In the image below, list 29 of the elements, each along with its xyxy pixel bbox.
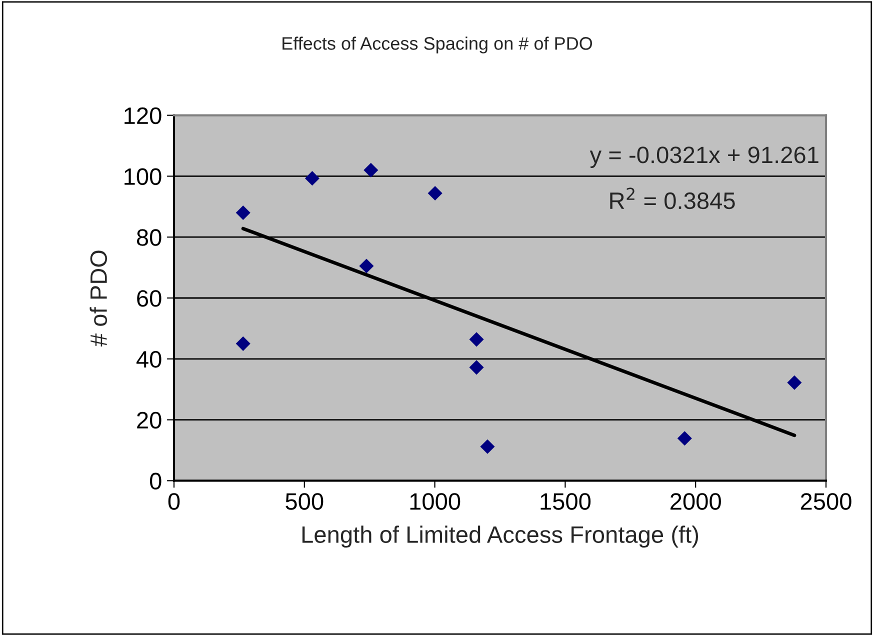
annotation: y = -0.0321x + 91.261: [590, 146, 818, 168]
point: [469, 360, 484, 375]
y-tick-label: 120: [124, 107, 162, 124]
point: [236, 336, 250, 351]
point: [359, 258, 374, 274]
point: [304, 171, 320, 186]
y-tick-label: 100: [124, 168, 162, 185]
y-tick-label: 80: [136, 229, 162, 246]
annotation: R$^{2}$ = 0.3845: [610, 188, 735, 210]
point: [428, 186, 442, 201]
point: [677, 431, 692, 446]
point: [236, 205, 250, 220]
y-tick-label: 0: [150, 472, 162, 490]
y-tick-label: 20: [137, 412, 162, 429]
x-tick-label: 1000: [410, 493, 460, 510]
x-axis-title: Length of Limited Access Frontage (ft): [302, 526, 698, 548]
y-tick-label: 60: [137, 290, 162, 307]
x-tick-label: 2500: [800, 493, 852, 510]
x-tick-label: 2000: [670, 493, 721, 510]
y-axis-title: # of PDO: [90, 250, 108, 346]
point: [787, 375, 802, 390]
y-tick-label: 40: [136, 350, 162, 368]
point: [469, 332, 484, 347]
point: [480, 439, 495, 454]
x-tick-label: 0: [168, 493, 180, 510]
chart-title: Effects of Access Spacing on # of PDO: [282, 36, 592, 54]
point: [364, 162, 378, 178]
x-tick-label: 1500: [540, 493, 591, 510]
x-tick-label: 500: [286, 493, 324, 510]
